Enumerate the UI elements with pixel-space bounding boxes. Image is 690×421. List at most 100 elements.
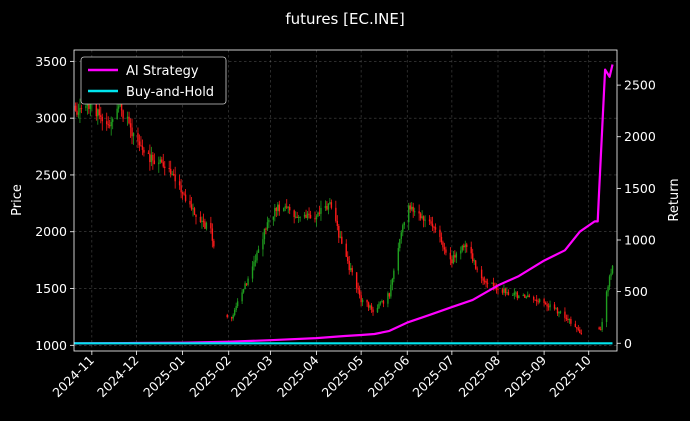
- price-candle: [611, 265, 614, 274]
- price-candle: [286, 206, 288, 208]
- price-candle: [88, 100, 90, 109]
- price-candle: [202, 220, 205, 222]
- price-candle: [366, 299, 368, 303]
- price-candle: [317, 212, 319, 217]
- price-candle: [140, 145, 142, 147]
- price-candle: [556, 308, 559, 314]
- price-candle: [576, 327, 578, 329]
- price-candle: [351, 268, 353, 273]
- y-tick-label: 1500: [35, 281, 67, 296]
- price-candle: [461, 245, 463, 251]
- price-candle: [534, 299, 536, 301]
- price-candle: [433, 226, 435, 228]
- price-candle: [120, 102, 123, 111]
- price-candle: [382, 301, 385, 304]
- price-candle: [80, 107, 83, 109]
- price-candle: [324, 206, 327, 208]
- price-candle: [241, 292, 243, 302]
- price-candle: [445, 249, 447, 253]
- price-candle: [201, 220, 203, 223]
- price-candle: [348, 260, 350, 271]
- price-candle: [419, 213, 422, 219]
- price-candle: [474, 260, 477, 269]
- price-candle: [213, 240, 215, 247]
- price-candle: [190, 204, 193, 210]
- price-candle: [210, 222, 212, 229]
- price-candle: [293, 210, 295, 218]
- price-candle: [434, 227, 437, 230]
- price-candle: [512, 294, 514, 296]
- price-candle: [570, 319, 572, 324]
- price-candle: [412, 206, 414, 212]
- price-candle: [85, 105, 87, 109]
- price-candle: [369, 305, 371, 308]
- price-candle: [314, 218, 316, 220]
- y-axis-label-return: Return: [667, 178, 682, 221]
- price-candle: [518, 295, 520, 299]
- price-candle: [522, 294, 524, 296]
- price-candle: [579, 329, 581, 334]
- price-candle: [524, 294, 526, 298]
- price-candle: [257, 249, 260, 253]
- price-candle: [565, 317, 568, 319]
- price-candle: [262, 239, 264, 250]
- price-candle: [309, 214, 312, 219]
- price-candle: [109, 125, 111, 127]
- price-candle: [132, 133, 135, 137]
- price-candle: [141, 145, 144, 150]
- price-candle: [152, 154, 154, 161]
- price-candle: [254, 260, 257, 262]
- price-candle: [76, 110, 78, 115]
- price-candle: [161, 159, 163, 163]
- price-candle: [443, 247, 446, 250]
- price-candle: [430, 221, 432, 224]
- price-candle: [388, 293, 391, 297]
- price-candle: [117, 106, 120, 109]
- price-candle: [485, 280, 487, 283]
- price-candle: [537, 301, 539, 303]
- price-candle: [192, 208, 194, 210]
- price-candle: [418, 211, 420, 214]
- price-candle: [543, 299, 545, 303]
- price-candle: [169, 168, 172, 175]
- price-candle: [360, 295, 362, 303]
- price-candle: [180, 185, 182, 193]
- price-candle: [497, 288, 499, 290]
- price-candle: [464, 244, 466, 248]
- plot-frame: [73, 49, 618, 352]
- price-candle: [226, 314, 228, 318]
- price-candle: [100, 115, 102, 117]
- y2-tick-label: 1500: [624, 181, 656, 196]
- price-candle: [367, 302, 370, 308]
- price-candle: [74, 105, 77, 111]
- price-candle: [564, 311, 566, 318]
- price-candle: [138, 141, 141, 146]
- price-candle: [431, 223, 434, 227]
- price-candle: [126, 116, 129, 119]
- price-candle: [495, 287, 498, 289]
- price-candle: [172, 173, 175, 175]
- price-candle: [357, 287, 359, 290]
- price-candle: [189, 200, 191, 205]
- price-candle: [329, 202, 331, 204]
- price-candle: [278, 204, 280, 212]
- price-candle: [283, 207, 285, 212]
- price-candle: [299, 216, 301, 218]
- price-candle: [460, 250, 462, 254]
- price-candle: [553, 304, 556, 309]
- price-candle: [211, 228, 214, 241]
- price-candle: [143, 149, 145, 153]
- price-candle: [455, 253, 458, 258]
- price-candle: [393, 270, 395, 279]
- price-candle: [232, 315, 234, 319]
- price-candle: [122, 110, 124, 119]
- price-candle: [335, 207, 337, 221]
- price-candle: [379, 302, 382, 304]
- price-candle: [119, 102, 121, 107]
- price-candle: [463, 245, 465, 248]
- price-candle: [195, 214, 197, 217]
- price-candle: [339, 236, 341, 238]
- price-candle: [296, 216, 298, 218]
- price-candle: [129, 123, 132, 128]
